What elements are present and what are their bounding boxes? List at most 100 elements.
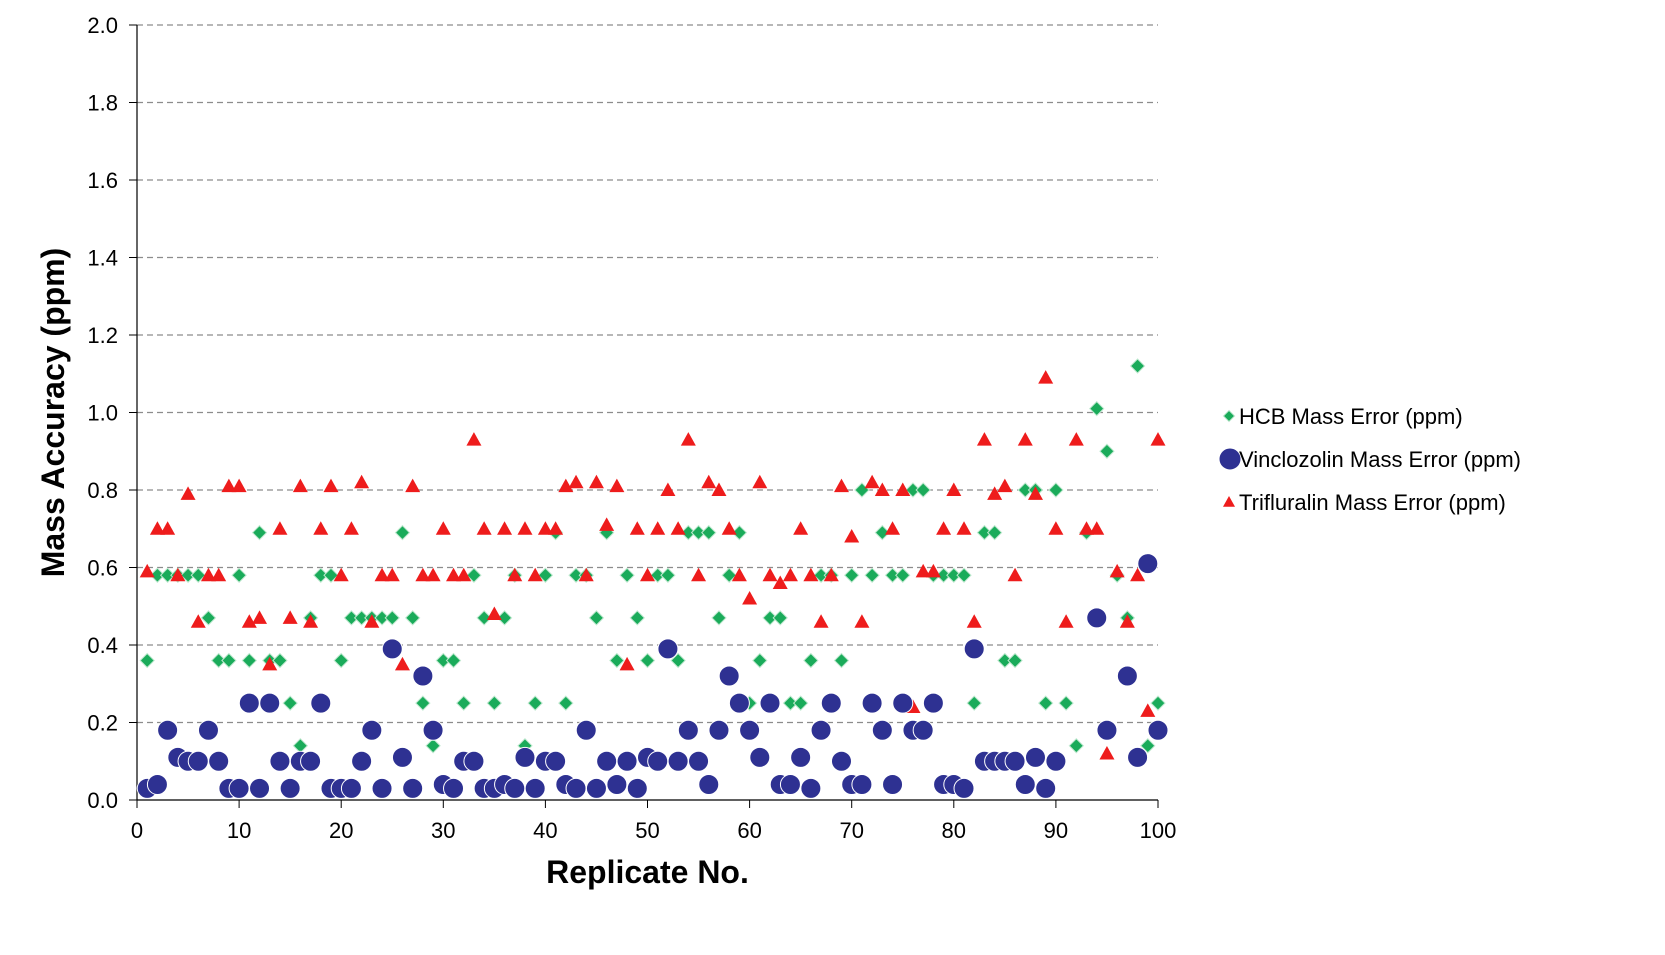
triangle-point [925, 563, 941, 578]
x-tick-label: 70 [839, 818, 863, 843]
triangle-point [1017, 432, 1033, 446]
diamond-point [803, 652, 819, 669]
triangle-point [956, 521, 972, 535]
circle-point [851, 774, 873, 795]
x-tick-label: 60 [737, 818, 761, 843]
circle-point [187, 750, 209, 772]
diamond-point [527, 695, 543, 711]
diamond-point [895, 567, 911, 583]
diamond-point [568, 567, 584, 583]
diamond-point [813, 567, 829, 583]
diamond-point [660, 567, 676, 583]
triangle-point [374, 567, 390, 582]
circle-point [882, 774, 904, 795]
circle-point [504, 777, 526, 799]
triangle-point [262, 656, 278, 671]
diamond-point [843, 567, 860, 583]
triangle-point [446, 567, 462, 582]
diamond-point [1037, 695, 1054, 711]
diamond-point [241, 652, 258, 669]
diamond-point [272, 652, 288, 669]
triangle-point [466, 432, 482, 446]
y-tick-label: 1.4 [87, 246, 118, 271]
legend: HCB Mass Error (ppm) Vinclozolin Mass Err… [1218, 404, 1521, 515]
series-triangle [139, 370, 1166, 760]
data-marks [136, 358, 1169, 799]
y-tick-label: 1.6 [87, 168, 118, 193]
circle-point [1024, 746, 1046, 768]
y-tick-label: 0.8 [87, 478, 118, 503]
triangle-point [1140, 703, 1156, 717]
circle-point [606, 774, 628, 795]
triangle-point [149, 521, 165, 535]
x-tick-label: 30 [431, 818, 455, 843]
triangle-point [660, 482, 676, 496]
diamond-point [966, 695, 982, 711]
triangle-point [456, 567, 472, 582]
circle-point [269, 750, 291, 772]
diamond-point [221, 652, 237, 669]
diamond-point [435, 652, 452, 669]
y-tick-label: 0.4 [87, 633, 118, 658]
circle-point [616, 750, 638, 772]
diamond-point [353, 610, 370, 626]
triangle-point [752, 474, 768, 489]
triangle-point [1089, 521, 1105, 535]
triangle-point [190, 614, 206, 628]
legend-item: Trifluralin Mass Error (ppm) [1223, 490, 1506, 515]
triangle-point [354, 474, 370, 489]
triangle-point [742, 591, 758, 605]
triangle-point [772, 575, 788, 589]
triangle-point [486, 606, 502, 620]
triangle-point [558, 478, 574, 493]
circle-point [820, 692, 842, 714]
triangle-point [640, 567, 655, 582]
triangle-point [364, 614, 380, 628]
triangle-point [343, 521, 359, 535]
triangle-point [292, 478, 308, 493]
circle-point [1116, 665, 1138, 687]
diamond-point [313, 567, 329, 583]
triangle-point [548, 521, 564, 535]
diamond-point [394, 524, 411, 541]
circle-point [800, 777, 822, 799]
circle-point [810, 719, 832, 741]
circle-point [667, 750, 689, 772]
circle-point [922, 692, 944, 714]
y-axis-title: Mass Accuracy (ppm) [35, 248, 71, 578]
triangle-point [303, 614, 319, 628]
diamond-point [190, 567, 206, 583]
diamond-point [231, 567, 247, 583]
triangle-point [313, 521, 329, 535]
diamond-point [333, 652, 349, 669]
triangle-point [854, 614, 870, 628]
circle-point [361, 719, 383, 741]
circle-point [197, 719, 219, 741]
diamond-point [711, 610, 727, 626]
triangle-point [864, 474, 880, 489]
circle-point [524, 777, 546, 799]
diamond-point [650, 567, 666, 583]
y-tick-label: 2.0 [87, 13, 118, 38]
triangle-point [1130, 567, 1146, 582]
triangle-point [1119, 614, 1135, 628]
diamond-point [425, 738, 441, 754]
diamond-point [629, 610, 645, 626]
diamond-point [1007, 652, 1023, 669]
diamond-point [884, 567, 901, 583]
diamond-point [997, 652, 1013, 669]
diamond-point [986, 524, 1003, 541]
circle-point [279, 777, 301, 799]
triangle-point [782, 567, 798, 582]
triangle-point [323, 478, 339, 493]
triangle-point [394, 656, 410, 671]
diamond-point [374, 610, 390, 626]
circle-point [647, 750, 669, 772]
circle-point [585, 777, 607, 799]
triangle-point [701, 474, 717, 489]
triangle-point [200, 567, 216, 582]
x-tick-label: 90 [1044, 818, 1068, 843]
triangle-point [680, 432, 696, 446]
triangle-point [731, 567, 747, 582]
